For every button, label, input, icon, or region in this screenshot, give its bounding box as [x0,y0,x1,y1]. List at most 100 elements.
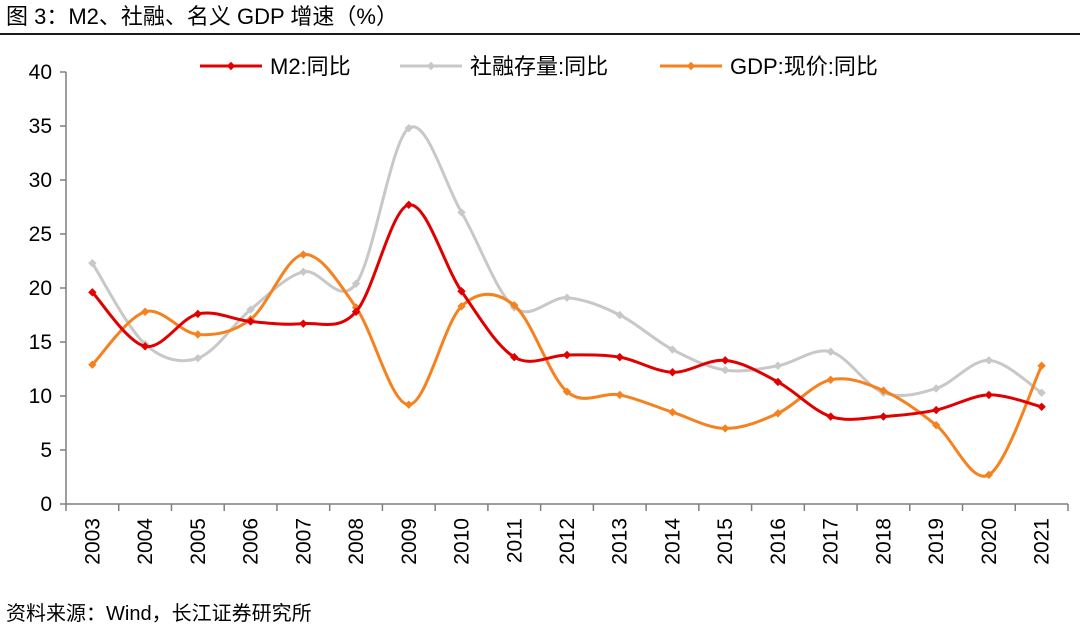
y-tick-label: 10 [29,385,52,408]
data-point [668,345,677,354]
data-point [457,208,466,217]
legend-label: 社融存量:同比 [470,54,608,79]
data-point [1037,361,1046,370]
data-point [404,400,413,409]
y-tick-label: 40 [29,61,52,84]
series-line [90,203,1044,421]
x-tick-label: 2006 [240,518,263,565]
chart-axes: 0 5 10 15 20 25 30 35 40 2003 2004 2005 2006 2007 2008… [29,61,1069,565]
data-point [826,347,835,356]
data-point [404,200,413,210]
series-line [90,253,1044,478]
chart-series [88,123,1046,480]
y-tick-label: 0 [40,493,52,516]
y-tick-label: 5 [40,439,52,462]
y-tick-label: 20 [29,277,52,300]
x-tick-label: 2016 [767,518,790,565]
x-tick-label: 2004 [134,518,157,565]
data-point [351,307,361,316]
data-point [721,424,730,433]
x-tick-label: 2011 [503,518,526,563]
data-point [826,375,835,384]
x-tick-label: 2003 [81,518,104,565]
data-point [1037,402,1046,411]
data-point [562,350,572,360]
data-point [879,412,888,421]
data-point [88,360,97,369]
legend-item-0: M2:同比 [200,54,351,79]
chart-legend: M2:同比 社融存量:同比 GDP:现价:同比 [200,54,878,79]
data-point [879,386,888,395]
data-point [246,305,255,314]
source-note: 资料来源：Wind，长江证券研究所 [6,603,312,625]
legend-item-1: 社融存量:同比 [400,54,608,79]
data-point [615,352,624,362]
x-tick-label: 2019 [925,518,948,565]
data-point [931,384,941,393]
data-point [299,250,308,259]
data-point [773,409,783,418]
data-point [721,356,730,365]
x-tick-label: 2020 [978,518,1001,565]
data-point [773,377,783,387]
data-point [510,352,519,362]
data-point [88,258,97,268]
series-2 [88,250,1046,480]
data-point [351,279,361,288]
data-point [140,342,150,351]
data-point [721,365,730,375]
data-point [193,354,203,363]
data-point [246,317,255,326]
data-point [984,470,994,480]
data-point [773,361,783,370]
data-point [404,123,413,133]
x-tick-label: 2018 [872,518,895,565]
x-tick-label: 2013 [609,518,632,565]
data-point [984,390,994,400]
x-tick-label: 2007 [292,518,315,565]
x-tick-label: 2009 [398,518,421,565]
series-0 [88,200,1046,421]
data-point [668,408,677,417]
data-point [826,412,835,421]
legend-swatch-marker [226,61,236,71]
y-tick-label: 30 [29,169,52,192]
y-tick-label: 35 [29,115,52,138]
data-point [984,356,994,365]
data-point [299,319,308,328]
data-point [193,330,203,339]
y-tick-label: 25 [29,223,52,246]
legend-label: M2:同比 [270,54,351,79]
data-point [299,267,308,276]
data-point [931,405,941,415]
legend-label: GDP:现价:同比 [730,54,878,79]
chart-title: 图 3：M2、社融、名义 GDP 增速（%） [6,4,398,29]
title-divider [0,33,1080,35]
data-point [668,368,677,377]
y-tick-label: 15 [29,331,52,354]
data-point [615,390,624,400]
data-point [457,287,466,296]
x-tick-label: 2014 [661,518,684,565]
data-point [562,293,572,302]
data-point [457,302,466,311]
x-tick-label: 2005 [187,518,210,565]
x-tick-label: 2008 [345,518,368,565]
x-tick-label: 2017 [820,518,843,565]
data-point [562,387,572,396]
data-point [931,420,941,430]
x-tick-label: 2010 [451,518,474,565]
data-point [510,301,519,310]
x-tick-label: 2021 [1031,518,1054,565]
data-point [193,309,203,319]
data-point [1037,388,1046,397]
data-point [615,310,624,320]
legend-swatch-marker [426,61,436,71]
legend-swatch-marker [686,61,696,71]
x-tick-label: 2015 [714,518,737,565]
x-tick-label: 2012 [556,518,579,565]
legend-item-2: GDP:现价:同比 [660,54,878,79]
data-point [88,288,97,297]
line-chart: 0 5 10 15 20 25 30 35 40 2003 2004 2005 2006 2007 2008… [29,54,1069,565]
data-point [140,307,150,316]
